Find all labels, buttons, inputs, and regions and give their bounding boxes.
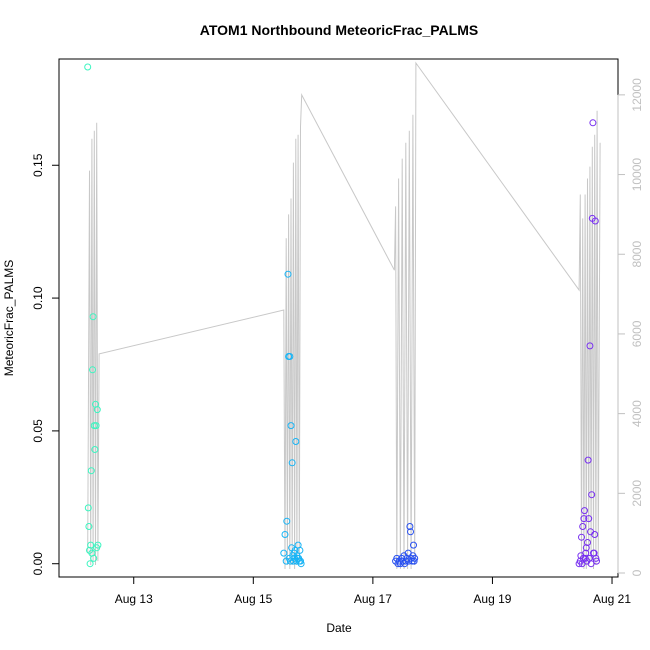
data-point: [283, 517, 291, 525]
data-point: [406, 523, 414, 530]
data-point: [90, 554, 98, 562]
y2-tick-label: 2000: [630, 480, 644, 507]
data-point: [587, 560, 595, 568]
data-point: [87, 541, 95, 549]
data-point: [297, 560, 305, 568]
data-point: [89, 366, 96, 374]
y2-tick-label: 0: [630, 569, 644, 576]
data-point: [589, 119, 597, 127]
data-point: [297, 557, 304, 565]
data-point: [87, 467, 95, 475]
data-point: [579, 523, 587, 530]
data-point: [592, 554, 600, 562]
data-point: [91, 446, 99, 453]
data-point: [89, 313, 97, 321]
data-point: [581, 507, 588, 515]
data-point: [280, 549, 288, 557]
x-axis-label: Date: [326, 621, 352, 635]
data-point: [86, 560, 94, 568]
chart-title: ATOM1 Northbound MeteoricFrac_PALMS: [200, 22, 478, 38]
y-axis-right: 0 2000 4000 6000 8000 10000 12000: [617, 78, 644, 576]
data-points: [84, 63, 600, 568]
data-point: [582, 544, 590, 552]
secondary-series-line: [87, 61, 601, 570]
data-point: [593, 557, 600, 565]
data-point: [84, 504, 92, 512]
x-tick-label: Aug 19: [473, 592, 511, 606]
y2-tick-label: 8000: [630, 241, 644, 268]
data-point: [292, 438, 300, 445]
data-point: [578, 533, 585, 541]
data-point: [410, 541, 417, 549]
data-point: [288, 459, 296, 467]
data-point: [580, 515, 588, 523]
y2-tick-label: 10000: [630, 158, 644, 192]
data-point: [296, 546, 304, 554]
data-point: [93, 406, 101, 414]
y-tick-label: 0.15: [31, 153, 45, 177]
data-point: [584, 456, 592, 464]
y-axis-label: MeteoricFrac_PALMS: [2, 260, 16, 376]
plot-frame: [58, 58, 619, 578]
data-point: [588, 491, 596, 499]
y2-tick-label: 4000: [630, 400, 644, 427]
x-tick-label: Aug 13: [115, 592, 153, 606]
data-point: [584, 539, 591, 546]
data-point: [287, 422, 295, 430]
data-point: [582, 549, 590, 557]
data-point: [591, 531, 599, 538]
y2-tick-label: 12000: [630, 78, 644, 112]
data-point: [94, 541, 102, 549]
data-point: [586, 342, 594, 350]
y-axis-left: 0.00 0.05 0.10 0.15: [31, 153, 60, 576]
data-point: [410, 557, 418, 565]
x-tick-label: Aug 21: [593, 592, 631, 606]
data-point: [407, 528, 414, 536]
y2-tick-label: 6000: [630, 320, 644, 347]
data-point: [85, 523, 93, 530]
data-point: [585, 515, 593, 523]
data-point: [591, 217, 599, 225]
y-tick-label: 0.00: [31, 552, 45, 576]
data-point: [281, 531, 289, 538]
data-point: [284, 270, 292, 278]
x-axis: Aug 13 Aug 15 Aug 17 Aug 19 Aug 21: [115, 576, 631, 606]
data-point: [286, 353, 294, 360]
data-point: [411, 554, 419, 562]
x-tick-label: Aug 17: [354, 592, 392, 606]
data-point: [92, 422, 100, 430]
y-tick-label: 0.10: [31, 286, 45, 310]
data-point: [84, 63, 92, 71]
secondary-series: [87, 61, 601, 570]
y-tick-label: 0.05: [31, 419, 45, 443]
x-tick-label: Aug 15: [234, 592, 272, 606]
